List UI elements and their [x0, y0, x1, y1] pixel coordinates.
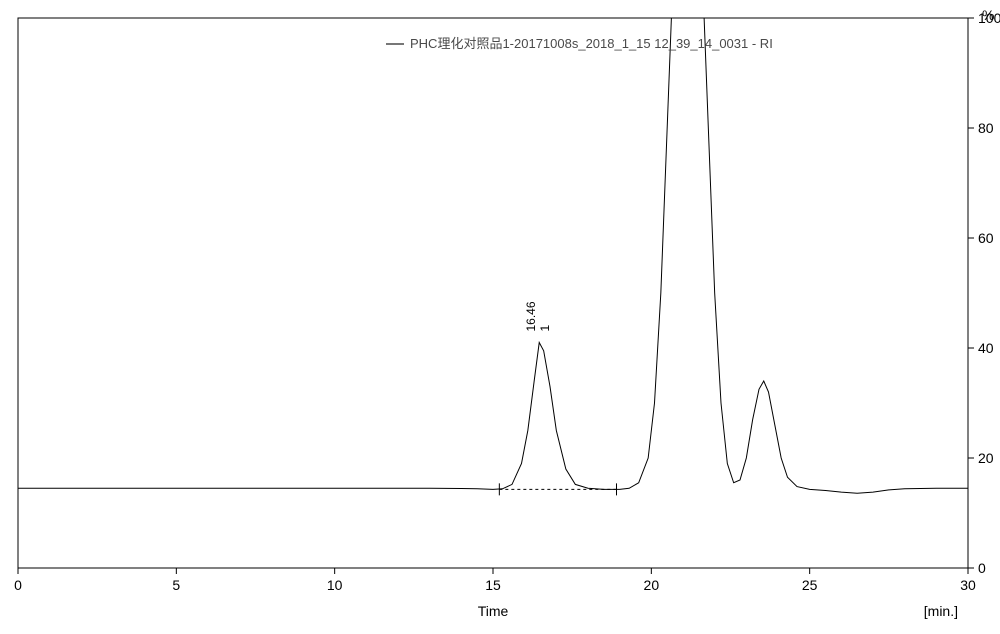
chart-svg: 051015202530020406080100Time[min.]%16.46… [0, 0, 1000, 634]
y-tick-label: 20 [978, 450, 994, 466]
peak-retention-time: 16.46 [524, 301, 538, 331]
x-tick-label: 10 [327, 577, 343, 593]
x-tick-label: 30 [960, 577, 976, 593]
y-tick-label: 0 [978, 560, 986, 576]
x-tick-label: 25 [802, 577, 818, 593]
y-tick-label: 60 [978, 230, 994, 246]
y-tick-label: 40 [978, 340, 994, 356]
chromatogram-chart: 051015202530020406080100Time[min.]%16.46… [0, 0, 1000, 634]
x-tick-label: 15 [485, 577, 501, 593]
y-axis-label: % [982, 7, 994, 23]
x-tick-label: 0 [14, 577, 22, 593]
x-tick-label: 5 [172, 577, 180, 593]
peak-id: 1 [538, 325, 552, 332]
x-axis-unit: [min.] [924, 603, 958, 619]
x-tick-label: 20 [644, 577, 660, 593]
x-axis-label: Time [478, 603, 509, 619]
plot-border [18, 18, 968, 568]
legend-text: PHC理化对照品1-20171008s_2018_1_15 12_39_14_0… [410, 36, 773, 51]
y-tick-label: 80 [978, 120, 994, 136]
